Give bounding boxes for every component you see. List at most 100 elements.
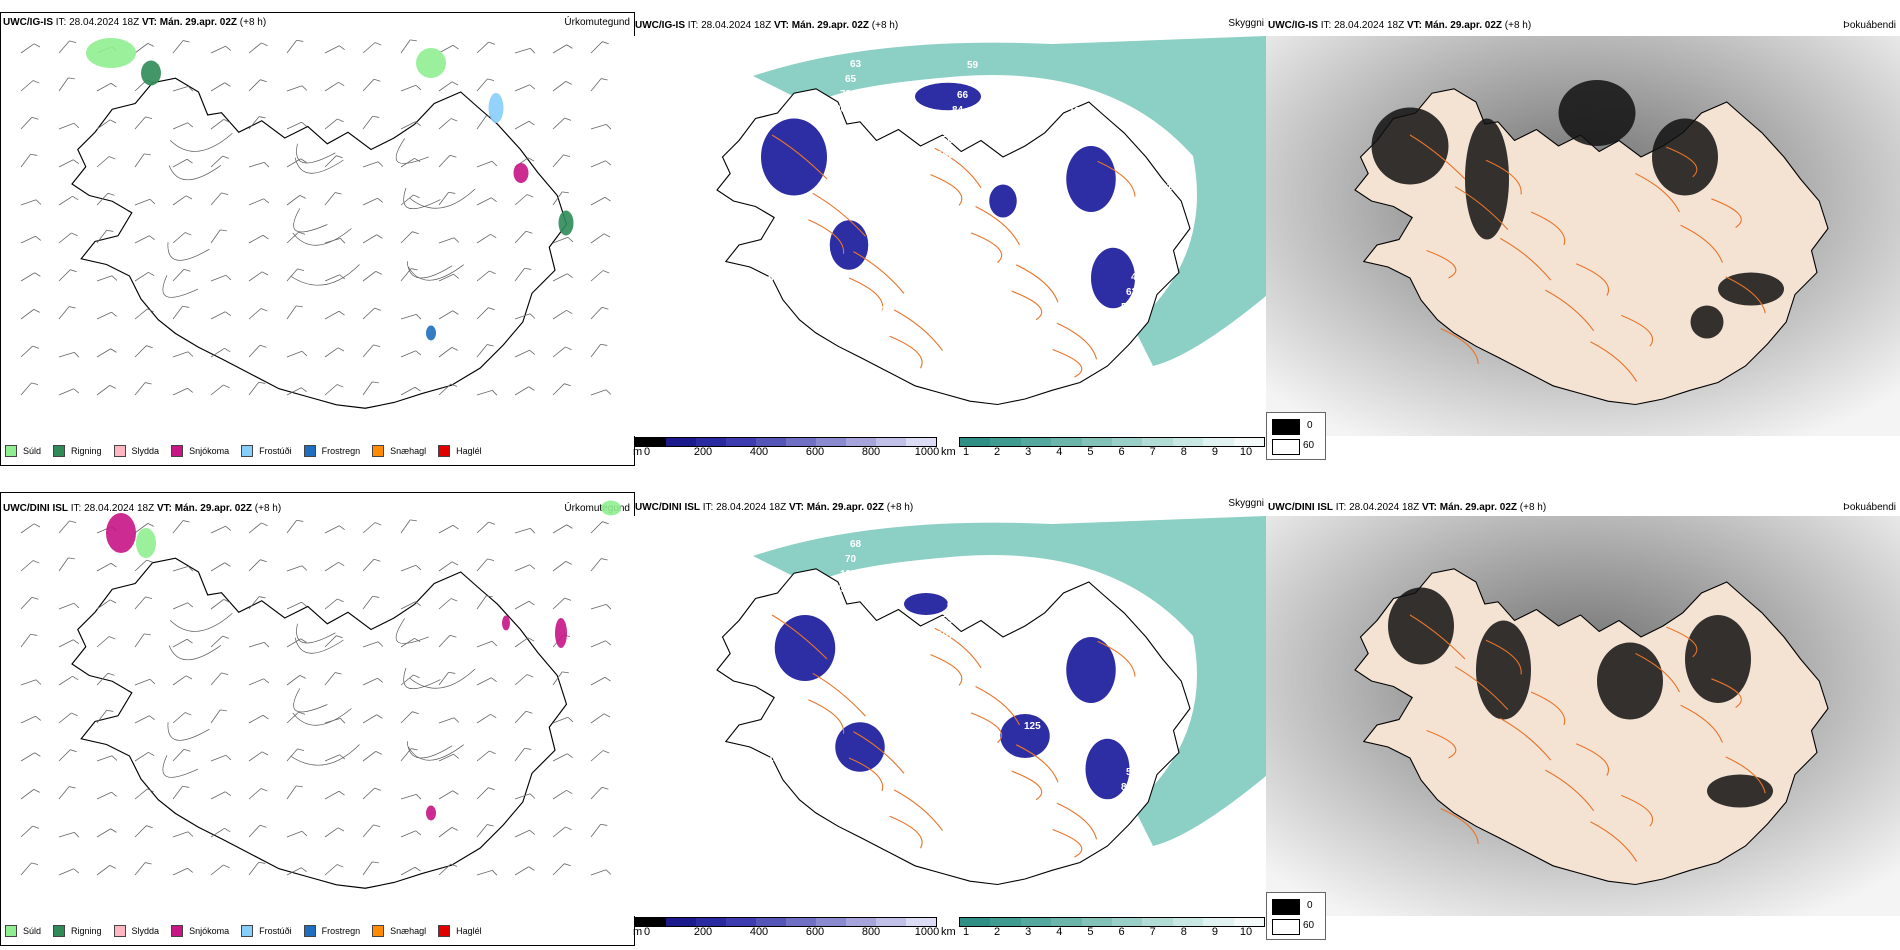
road-line: [1052, 828, 1083, 858]
wind-barb: [324, 561, 345, 572]
wind-barb: [210, 119, 230, 130]
wind-barb: [438, 524, 459, 534]
road-line: [406, 741, 453, 759]
tick-label: 600: [805, 926, 825, 938]
colorbar-segment: [756, 918, 786, 926]
tick-label: 9: [1211, 926, 1218, 938]
wind-barb: [96, 192, 115, 206]
wind-barb: [96, 791, 118, 800]
tick-label: 1000: [914, 926, 940, 938]
road-line: [970, 712, 1003, 744]
wind-barb: [96, 119, 117, 130]
precip-patch: [502, 615, 510, 631]
wind-barb: [590, 750, 610, 762]
road-line: [1590, 821, 1638, 862]
wind-barb: [248, 308, 268, 320]
wind-barb: [20, 825, 40, 838]
wind-barb: [96, 275, 118, 282]
legend-item: Snæhagl: [372, 445, 426, 457]
precip-patch: [488, 93, 504, 123]
road-line: [1056, 802, 1098, 840]
wind-barb: [58, 520, 77, 534]
vis-unit: km: [941, 926, 956, 938]
road-line: [1056, 322, 1098, 360]
road-line: [409, 668, 476, 689]
wind-barb: [590, 521, 609, 534]
road-line: [970, 232, 1003, 264]
road-line: [1725, 756, 1766, 794]
wind-barb: [96, 562, 117, 572]
cloud-base-label: 85: [835, 584, 847, 595]
visibility-colorbar: [959, 437, 1265, 447]
wind-barb: [514, 47, 536, 54]
wind-barb: [286, 231, 306, 244]
wind-barb: [400, 866, 421, 876]
wind-barb: [400, 194, 420, 206]
wind-barb: [248, 198, 270, 206]
wind-barb: [400, 313, 422, 320]
wind-barb: [552, 117, 572, 130]
road-line: [853, 251, 905, 294]
colorbar-segment: [1112, 438, 1143, 446]
wind-barb: [324, 347, 345, 358]
wind-barb: [134, 862, 152, 876]
cloud-base-label: 81: [1121, 782, 1133, 793]
wind-barb: [324, 525, 345, 534]
cloud-base-label: 316: [962, 555, 979, 566]
cloud-base-label: 134: [957, 570, 974, 581]
legend-label: Súld: [23, 926, 42, 936]
wind-barb: [286, 785, 303, 800]
road-line: [1440, 328, 1479, 364]
road-line: [1052, 348, 1083, 378]
road-line: [408, 264, 464, 281]
wind-barb: [590, 558, 608, 572]
wind-barb: [20, 679, 42, 686]
wind-barb: [20, 116, 39, 130]
road-line: [408, 744, 464, 761]
cloud-blob: [1085, 738, 1130, 800]
wind-barb: [552, 383, 571, 396]
wind-barb: [134, 116, 153, 130]
colorbar-segment: [876, 438, 906, 446]
wind-barb: [324, 237, 346, 244]
colorbar-segment: [876, 918, 906, 926]
wind-barb: [210, 155, 230, 168]
tick-label: 8: [1180, 926, 1187, 938]
road-line: [395, 138, 429, 164]
cloud-base-label: 103: [1156, 197, 1173, 208]
cloud-base-label: 119: [1034, 691, 1051, 702]
legend-label: Súld: [23, 446, 42, 456]
visibility-band: [753, 516, 1266, 846]
wind-barb: [134, 198, 156, 206]
wind-barb: [552, 273, 573, 282]
wind-barb: [438, 634, 457, 648]
legend-item: Snjókoma: [171, 445, 229, 457]
wind-barb: [286, 195, 306, 206]
colorbar-segment: [666, 918, 696, 926]
wind-barb: [514, 194, 534, 206]
wind-barb: [286, 158, 307, 168]
wind-barb: [134, 559, 154, 572]
legend-label: Haglél: [456, 446, 482, 456]
cloud-base-label: 59: [763, 288, 775, 299]
wind-barb: [362, 861, 379, 876]
map-group: [716, 82, 1191, 406]
wind-barb: [172, 40, 190, 54]
cloud-base-label: 84: [952, 105, 964, 116]
cloud-blob: [1066, 146, 1116, 212]
tick-label: 3: [1025, 926, 1032, 938]
fog-blob: [1388, 587, 1454, 665]
legend-item: Haglél: [438, 445, 482, 457]
wind-barb: [362, 751, 382, 762]
fog-label-0: 0: [1307, 420, 1313, 431]
fog-label-60: 60: [1303, 920, 1315, 931]
wind-barb: [248, 522, 268, 534]
legend-item: Frostregn: [303, 925, 360, 937]
wind-barb: [172, 638, 193, 648]
wind-barb: [476, 713, 497, 724]
road-line: [1725, 276, 1766, 314]
road-line: [1485, 159, 1522, 195]
cloud-base-label: 59: [942, 615, 954, 626]
wind-barb: [476, 750, 496, 762]
wind-barb: [552, 44, 573, 54]
